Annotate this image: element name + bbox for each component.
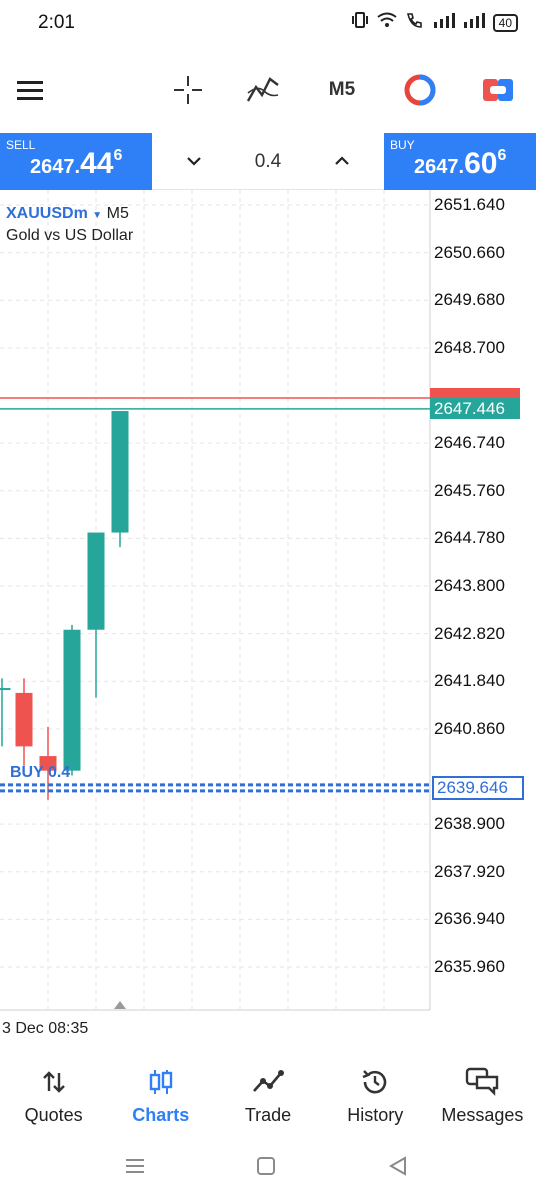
vibrate-icon xyxy=(351,12,369,33)
price-axis-label: 2649.680 xyxy=(434,290,505,310)
price-axis-label: 2636.940 xyxy=(434,909,505,929)
price-axis-label: 2648.700 xyxy=(434,337,505,357)
nav-messages-label: Messages xyxy=(441,1105,524,1125)
home-icon[interactable] xyxy=(256,1156,276,1182)
bid-price-tag: 2647.446 xyxy=(430,398,520,419)
chart-toolbar: M5 xyxy=(0,60,536,120)
sell-label: SELL xyxy=(6,138,36,152)
timeframe-button[interactable]: M5 xyxy=(322,72,362,108)
crosshair-icon[interactable] xyxy=(170,72,206,108)
signal-icon-2 xyxy=(463,12,485,33)
buy-label: BUY xyxy=(390,138,415,152)
price-axis-label: 2643.800 xyxy=(434,576,505,595)
recent-apps-icon[interactable] xyxy=(124,1156,146,1182)
menu-icon[interactable] xyxy=(12,72,48,108)
bearish-candle xyxy=(15,692,33,747)
status-icons: 40 xyxy=(351,12,518,33)
price-axis-label: 2638.900 xyxy=(434,814,505,834)
symbol-title[interactable]: XAUUSDm ▼ M5 xyxy=(6,205,129,223)
sell-button[interactable]: SELL 2647.446 xyxy=(0,133,152,190)
price-axis-label: 2645.760 xyxy=(434,480,505,500)
indicators-icon[interactable] xyxy=(245,72,281,108)
back-icon[interactable] xyxy=(388,1156,408,1182)
charts-icon xyxy=(148,1065,174,1099)
decrease-volume-chevron-down-icon[interactable] xyxy=(186,151,202,172)
quotes-icon xyxy=(41,1065,67,1099)
color-scheme-icon[interactable] xyxy=(402,72,438,108)
price-axis-label: 2642.820 xyxy=(434,623,505,643)
price-axis-label: 2640.860 xyxy=(434,718,505,738)
price-axis-label: 2650.660 xyxy=(434,242,505,262)
bullish-candle xyxy=(0,688,11,691)
price-axis-label: 2637.920 xyxy=(434,861,505,881)
nav-quotes[interactable]: Quotes xyxy=(0,1057,107,1137)
buy-price: 2647.606 xyxy=(414,147,507,180)
nav-charts-label: Charts xyxy=(132,1105,190,1125)
price-axis-label: 2635.960 xyxy=(434,957,505,976)
nav-trade-label: Trade xyxy=(244,1105,292,1125)
history-icon xyxy=(360,1065,390,1099)
price-axis-label: 2644.780 xyxy=(434,528,505,548)
battery-indicator: 40 xyxy=(492,13,518,32)
nav-quotes-label: Quotes xyxy=(24,1105,83,1125)
status-bar: 2:01 40 xyxy=(0,0,536,48)
position-label[interactable]: BUY 0.4 xyxy=(10,764,71,781)
bullish-candle xyxy=(111,411,129,533)
time-marker-icon xyxy=(114,1001,126,1009)
date-label: 3 Dec 08:35 xyxy=(2,1020,89,1037)
system-navigation-bar xyxy=(0,1150,536,1186)
symbol-description: Gold vs US Dollar xyxy=(6,227,134,244)
one-click-trading-icon[interactable] xyxy=(480,72,516,108)
bearish-candle xyxy=(39,756,57,771)
bullish-candle xyxy=(87,532,105,630)
nav-history[interactable]: History xyxy=(322,1057,429,1137)
symbol-timeframe: M5 xyxy=(106,205,129,222)
wifi-icon xyxy=(377,12,397,33)
price-chart[interactable] xyxy=(0,190,536,1020)
price-axis-label: 2646.740 xyxy=(434,433,505,453)
symbol-name[interactable]: XAUUSDm xyxy=(6,205,88,222)
nav-messages[interactable]: Messages xyxy=(429,1057,536,1137)
volume-stepper: 0.4 xyxy=(152,133,384,190)
nav-history-label: History xyxy=(347,1105,404,1125)
sell-price: 2647.446 xyxy=(30,147,123,180)
status-time: 2:01 xyxy=(38,12,75,33)
buy-button[interactable]: BUY 2647.606 xyxy=(384,133,536,190)
increase-volume-chevron-up-icon[interactable] xyxy=(334,151,350,172)
nav-trade[interactable]: Trade xyxy=(214,1057,321,1137)
trade-icon xyxy=(252,1065,284,1099)
volume-value[interactable]: 0.4 xyxy=(254,150,282,172)
call-icon xyxy=(405,12,425,33)
messages-icon xyxy=(465,1065,499,1099)
price-axis-label: 2641.840 xyxy=(434,671,505,691)
one-click-trade-panel: SELL 2647.446 0.4 BUY 2647.606 xyxy=(0,133,536,190)
bullish-candle xyxy=(63,629,81,771)
signal-icon-1 xyxy=(433,12,455,33)
nav-charts[interactable]: Charts xyxy=(107,1057,214,1137)
price-axis-label: 2651.640 xyxy=(434,195,505,214)
ask-price-tag xyxy=(430,388,520,398)
timeframe-label: M5 xyxy=(328,79,356,100)
bottom-navigation: Quotes Charts Trade History Messages xyxy=(0,1057,536,1137)
symbol-dropdown-icon[interactable]: ▼ xyxy=(92,210,103,221)
position-price-tag: 2639.646 xyxy=(432,776,524,800)
